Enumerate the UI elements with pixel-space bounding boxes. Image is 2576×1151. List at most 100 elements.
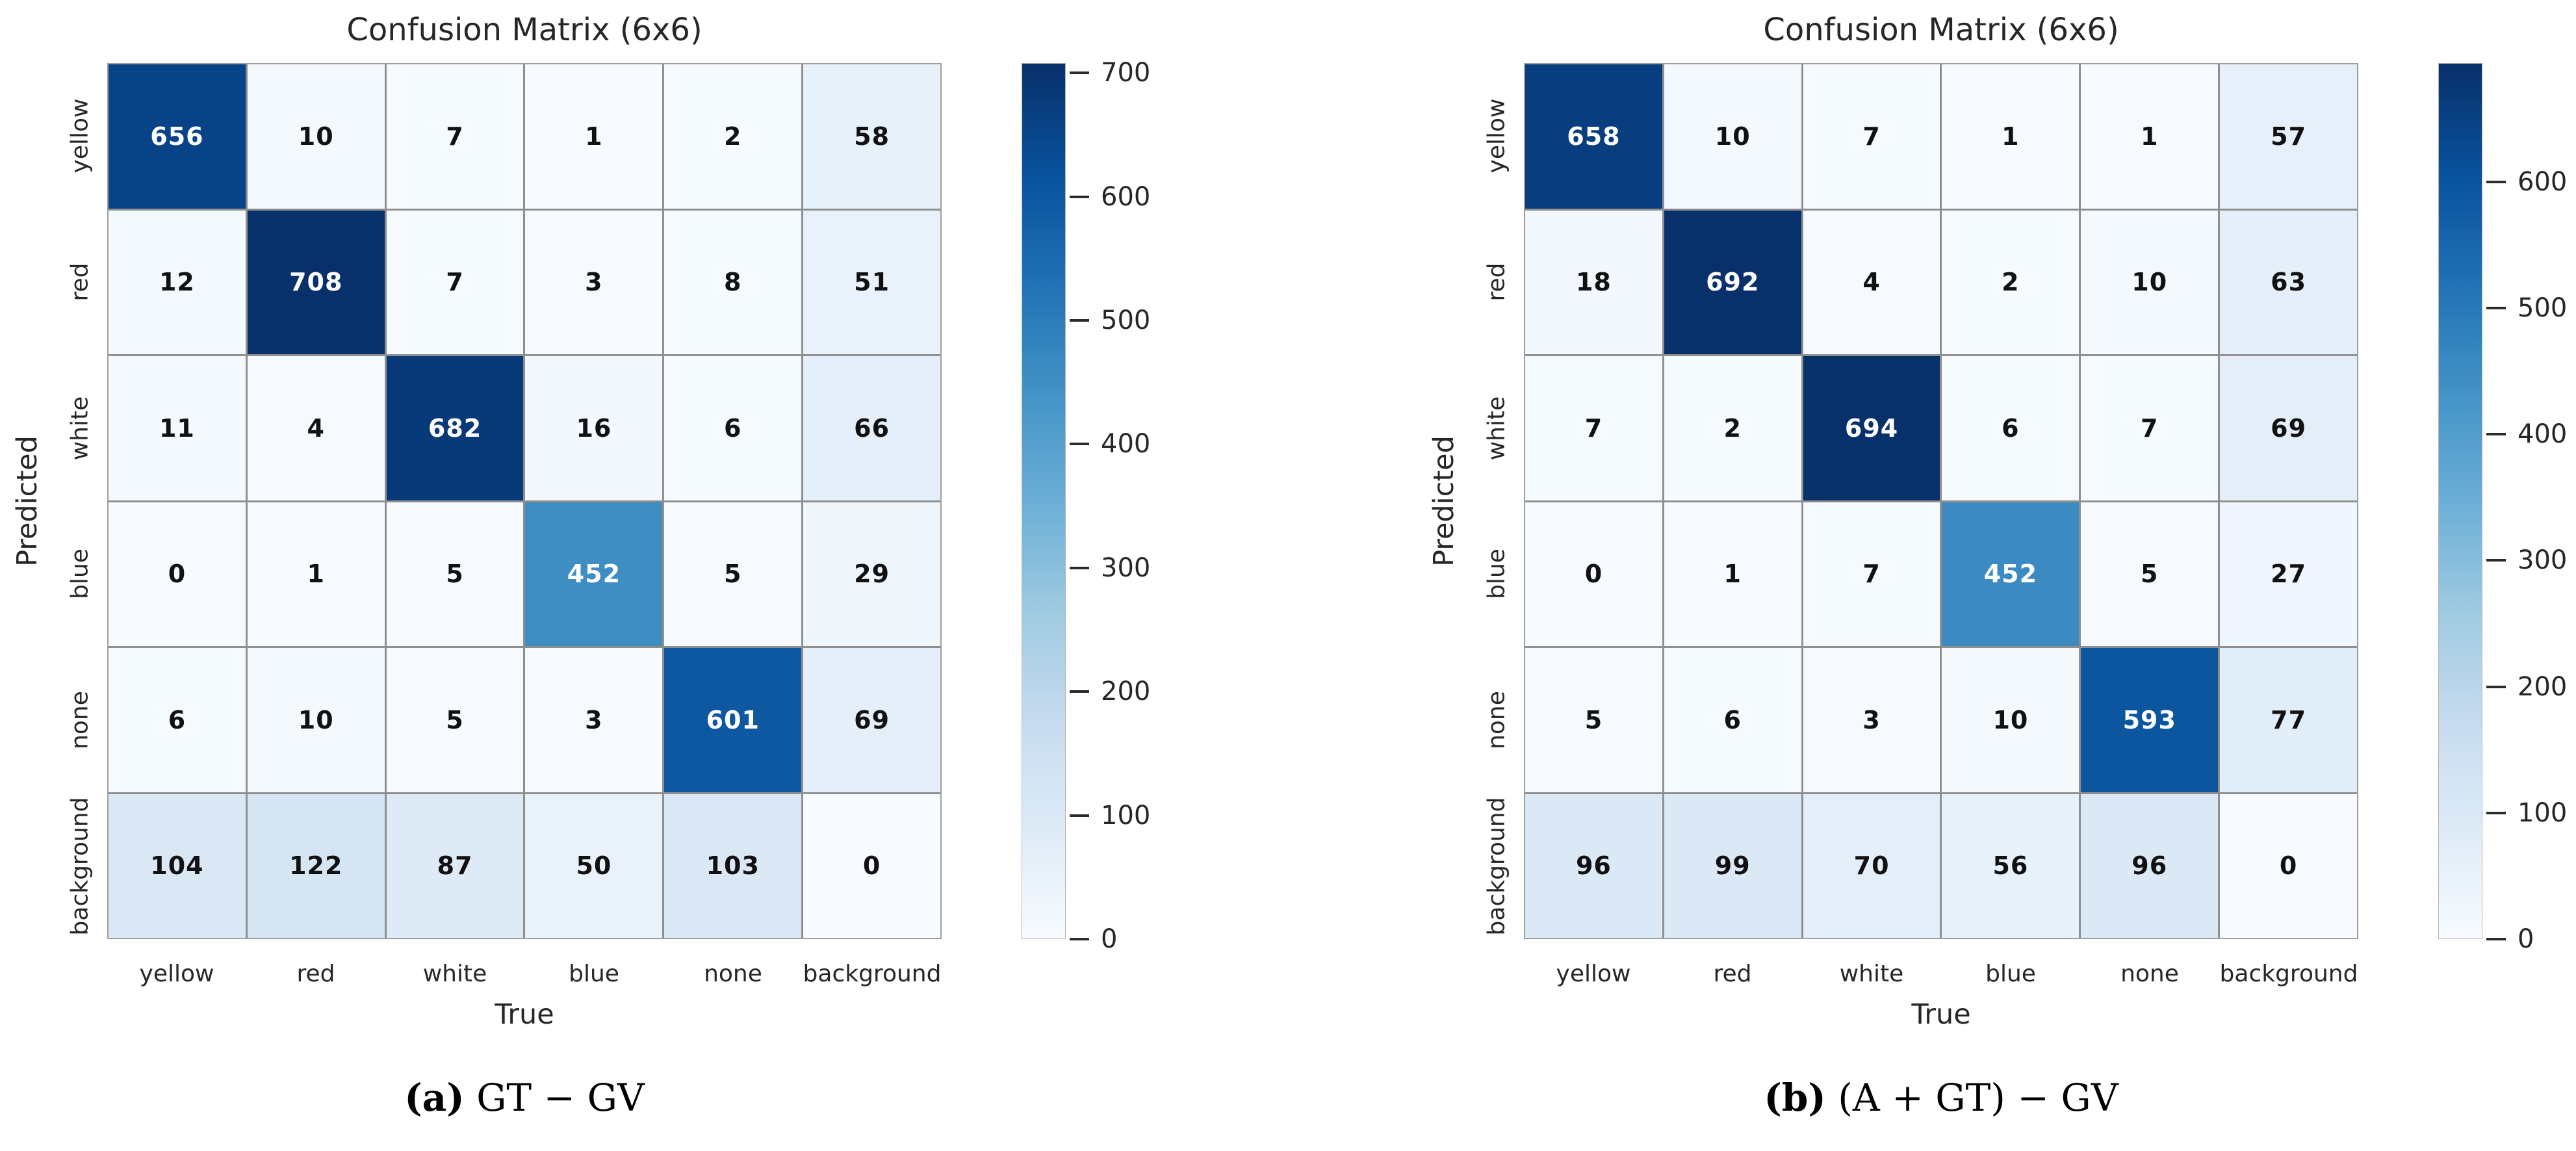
colorbar-tick-label: 100 <box>2518 797 2568 828</box>
matrix-cell: 63 <box>2220 210 2357 354</box>
y-tick-label: background <box>66 797 94 936</box>
y-tick-label: white <box>1483 396 1510 460</box>
matrix-cell: 658 <box>1525 64 1662 209</box>
matrix-cell: 5 <box>2081 502 2219 646</box>
matrix-cell: 0 <box>2220 794 2357 938</box>
matrix-cell: 66 <box>803 356 940 500</box>
matrix-cell: 7 <box>1803 502 1940 646</box>
y-tick-label: yellow <box>66 98 94 174</box>
matrix-cell: 7 <box>2081 356 2219 500</box>
matrix-cell: 96 <box>2081 794 2219 938</box>
matrix-cell: 58 <box>803 64 940 209</box>
y-tick-label: none <box>66 691 94 749</box>
x-tick-label: blue <box>569 961 619 987</box>
matrix-cell: 4 <box>247 356 385 500</box>
matrix-grid: 658 10 7 1 1 57 18 692 4 2 10 63 7 2 694 6 7 69 0 1 7 452 5 27 5… <box>1524 63 2358 939</box>
matrix-cell: 5 <box>386 648 524 792</box>
x-tick-label: background <box>2219 961 2358 987</box>
matrix-cell: 10 <box>247 648 385 792</box>
matrix-cell: 4 <box>1803 210 1940 354</box>
plot-title: Confusion Matrix (6x6) <box>1763 12 2119 48</box>
matrix-cell: 16 <box>525 356 663 500</box>
colorbar-tick-label: 500 <box>1101 305 1151 336</box>
colorbar-tick-mark <box>1070 443 1089 446</box>
matrix-cell: 57 <box>2220 64 2357 209</box>
matrix-cell: 3 <box>525 648 663 792</box>
colorbar-tick-label: 400 <box>2518 419 2568 450</box>
matrix-cell: 103 <box>664 794 802 938</box>
matrix-cell: 2 <box>664 64 802 209</box>
matrix-cell: 2 <box>1664 356 1801 500</box>
matrix-cell: 27 <box>2220 502 2357 646</box>
colorbar-tick-label: 400 <box>1101 429 1151 459</box>
matrix-cell: 50 <box>525 794 663 938</box>
caption-text: GT − GV <box>476 1076 645 1120</box>
x-tick-label: yellow <box>1556 961 1631 987</box>
colorbar-tick-label: 0 <box>1101 924 1118 954</box>
y-tick-label: red <box>1483 263 1510 302</box>
colorbar-tick-mark <box>2486 559 2506 562</box>
y-tick-label: yellow <box>1483 98 1510 174</box>
colorbar-tick-mark <box>2486 180 2506 183</box>
colorbar-tick-label: 200 <box>2518 671 2568 702</box>
matrix-cell: 6 <box>109 648 246 792</box>
caption-marker: (a) <box>404 1076 465 1120</box>
matrix-cell: 452 <box>525 502 663 646</box>
colorbar-tick-mark <box>1070 566 1089 569</box>
colorbar-gradient <box>1022 63 1066 939</box>
colorbar-tick-label: 0 <box>2518 924 2534 954</box>
colorbar-tick-mark <box>1070 938 1089 940</box>
matrix-cell: 70 <box>1803 794 1940 938</box>
matrix-cell: 7 <box>386 64 524 209</box>
matrix-cell: 5 <box>386 502 524 646</box>
matrix-cell: 1 <box>2081 64 2219 209</box>
matrix-cell: 56 <box>1942 794 2080 938</box>
x-tick-label: none <box>704 961 762 987</box>
matrix-cell: 3 <box>525 210 663 354</box>
matrix-cell: 692 <box>1664 210 1801 354</box>
matrix-cell: 5 <box>664 502 802 646</box>
matrix-grid: 656 10 7 1 2 58 12 708 7 3 8 51 11 4 682 16 6 66 0 1 5 452 5 29… <box>107 63 942 939</box>
matrix-cell: 452 <box>1942 502 2080 646</box>
colorbar-gradient <box>2438 63 2482 939</box>
y-tick-label: blue <box>1483 549 1510 600</box>
y-tick-label: red <box>66 263 94 302</box>
colorbar-tick-mark <box>2486 811 2506 814</box>
matrix-cell: 656 <box>109 64 246 209</box>
colorbar-tick-label: 100 <box>1101 800 1151 831</box>
matrix-cell: 10 <box>1942 648 2080 792</box>
matrix-cell: 6 <box>1942 356 2080 500</box>
matrix-cell: 682 <box>386 356 524 500</box>
y-tick-label: blue <box>66 549 94 600</box>
y-tick-label: background <box>1483 797 1510 936</box>
matrix-cell: 5 <box>1525 648 1662 792</box>
matrix-cell: 104 <box>109 794 246 938</box>
plot-title: Confusion Matrix (6x6) <box>346 12 702 48</box>
matrix-cell: 51 <box>803 210 940 354</box>
matrix-cell: 10 <box>2081 210 2219 354</box>
x-tick-label: none <box>2120 961 2179 987</box>
colorbar-tick-mark <box>1070 195 1089 198</box>
matrix-cell: 10 <box>247 64 385 209</box>
y-axis-label: Predicted <box>1428 435 1460 567</box>
x-tick-label: red <box>1713 961 1752 987</box>
matrix-cell: 8 <box>664 210 802 354</box>
colorbar-tick-label: 700 <box>1101 58 1151 88</box>
matrix-cell: 708 <box>247 210 385 354</box>
matrix-cell: 10 <box>1664 64 1801 209</box>
x-tick-label: white <box>422 961 487 987</box>
matrix-cell: 6 <box>1664 648 1801 792</box>
matrix-cell: 96 <box>1525 794 1662 938</box>
matrix-cell: 7 <box>1803 64 1940 209</box>
matrix-cell: 0 <box>1525 502 1662 646</box>
matrix-cell: 6 <box>664 356 802 500</box>
matrix-cell: 601 <box>664 648 802 792</box>
colorbar-tick-label: 200 <box>1101 677 1151 707</box>
colorbar-tick-mark <box>2486 433 2506 436</box>
y-tick-label: white <box>66 396 94 460</box>
figure-caption: (b) (A + GT) − GV <box>1459 1076 2423 1120</box>
matrix-cell: 694 <box>1803 356 1940 500</box>
matrix-cell: 18 <box>1525 210 1662 354</box>
matrix-cell: 0 <box>109 502 246 646</box>
